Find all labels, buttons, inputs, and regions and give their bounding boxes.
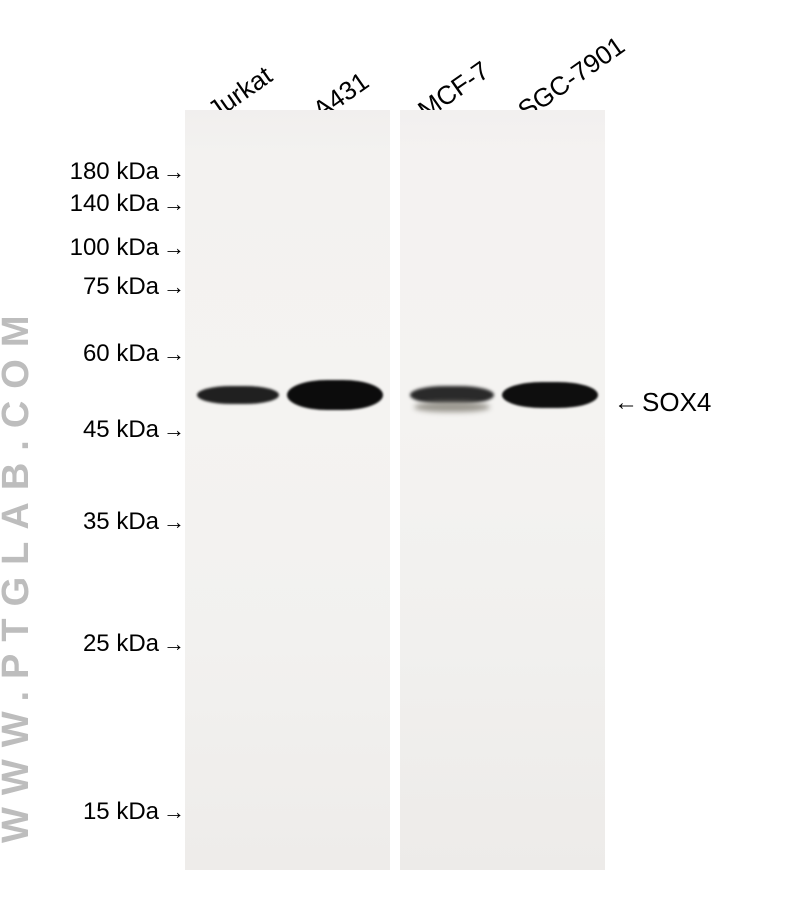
membrane-background: [400, 110, 605, 870]
blot-membranes: [185, 110, 605, 870]
mw-marker: 60 kDa→: [83, 340, 185, 368]
arrow-right-icon: →: [163, 801, 185, 823]
arrow-right-icon: →: [163, 419, 185, 441]
protein-band: [287, 380, 383, 410]
mw-marker: 35 kDa→: [83, 508, 185, 536]
mw-marker-label: 25 kDa: [83, 630, 159, 658]
mw-marker: 100 kDa→: [70, 234, 185, 262]
membrane: [185, 110, 390, 870]
band-label: ← SOX4: [614, 387, 711, 418]
mw-marker-label: 75 kDa: [83, 273, 159, 301]
mw-marker-label: 15 kDa: [83, 798, 159, 826]
mw-marker: 45 kDa→: [83, 416, 185, 444]
arrow-right-icon: →: [163, 343, 185, 365]
mw-marker-label: 180 kDa: [70, 158, 159, 186]
arrow-right-icon: →: [163, 511, 185, 533]
mw-marker: 15 kDa→: [83, 798, 185, 826]
mw-marker: 75 kDa→: [83, 273, 185, 301]
mw-marker-label: 35 kDa: [83, 508, 159, 536]
protein-band: [197, 386, 279, 404]
arrow-right-icon: →: [163, 237, 185, 259]
arrow-right-icon: →: [163, 633, 185, 655]
mw-marker: 180 kDa→: [70, 158, 185, 186]
arrow-right-icon: →: [163, 276, 185, 298]
band-label-text: SOX4: [642, 387, 711, 418]
mw-marker: 140 kDa→: [70, 190, 185, 218]
mw-markers: 180 kDa→140 kDa→100 kDa→75 kDa→60 kDa→45…: [10, 0, 185, 903]
membrane: [400, 110, 605, 870]
mw-marker-label: 60 kDa: [83, 340, 159, 368]
arrow-right-icon: →: [163, 193, 185, 215]
arrow-right-icon: →: [163, 161, 185, 183]
mw-marker-label: 45 kDa: [83, 416, 159, 444]
protein-band: [502, 382, 598, 408]
mw-marker-label: 100 kDa: [70, 234, 159, 262]
mw-marker-label: 140 kDa: [70, 190, 159, 218]
blot-figure: WWW.PTGLAB.COM JurkatA431MCF-7SGC-7901 1…: [0, 0, 800, 903]
arrow-left-icon: ←: [614, 391, 638, 415]
mw-marker: 25 kDa→: [83, 630, 185, 658]
protein-band: [414, 402, 490, 412]
membrane-background: [185, 110, 390, 870]
